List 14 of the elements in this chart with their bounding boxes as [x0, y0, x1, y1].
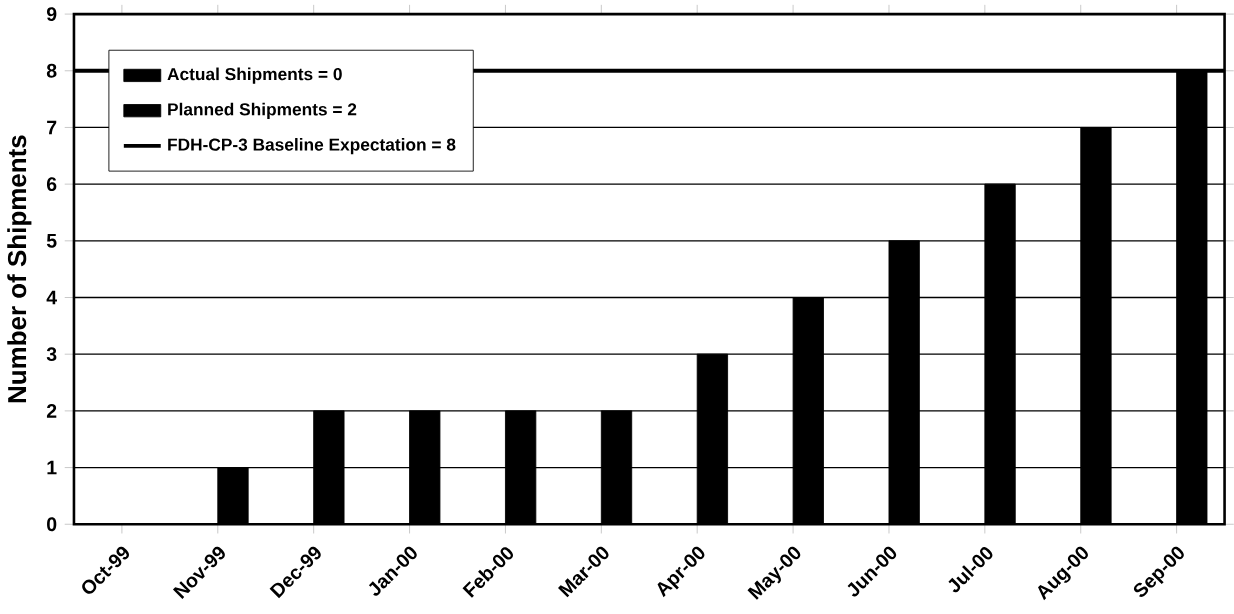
- y-tick-label: 8: [46, 64, 57, 78]
- legend-label: Actual Shipments = 0: [167, 67, 342, 84]
- y-tick-label: 0: [47, 517, 57, 532]
- y-tick-label: 5: [46, 234, 57, 248]
- y-tick-label: 3: [46, 347, 57, 362]
- y-tick-label: 7: [47, 120, 57, 135]
- y-tick-label: 9: [46, 7, 57, 22]
- y-tick-label: 1: [47, 461, 57, 475]
- y-tick-label: 6: [46, 177, 57, 192]
- y-tick-label: 4: [46, 290, 57, 305]
- y-axis-title: Number of Shipments: [7, 135, 32, 403]
- legend-label: FDH-CP-3 Baseline Expectation = 8: [168, 138, 456, 155]
- y-tick-label: 2: [46, 404, 57, 418]
- legend-label: Planned Shipments = 2: [168, 102, 357, 120]
